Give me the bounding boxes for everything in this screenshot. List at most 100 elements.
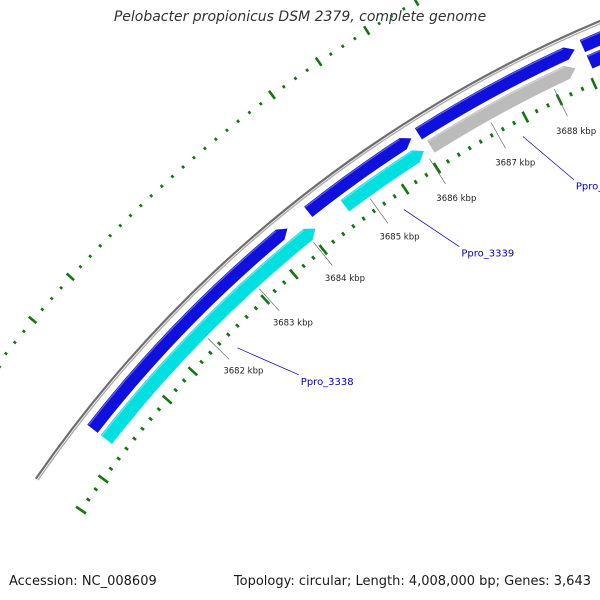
gc-skew-tick bbox=[267, 90, 276, 100]
gc-content-tick bbox=[392, 193, 397, 199]
gc-content-tick bbox=[445, 158, 451, 164]
gc-content-tick bbox=[568, 91, 573, 97]
gc-skew-tick bbox=[314, 56, 323, 67]
gc-content-tick bbox=[148, 416, 153, 422]
gc-content-tick bbox=[93, 487, 99, 492]
gc-skew-tick bbox=[98, 243, 103, 248]
forward-gene-highlight bbox=[415, 48, 564, 130]
gc-skew-tick bbox=[12, 340, 17, 345]
gc-content-tick bbox=[181, 378, 187, 383]
gc-skew-tick bbox=[362, 25, 371, 36]
reverse-gene bbox=[99, 227, 317, 446]
kbp-tick-label: 3687 kbp bbox=[495, 159, 535, 169]
gc-content-tick bbox=[140, 426, 145, 432]
gene-labels: Ppro_3338Ppro_3339Ppro_3340Ppro_3341Ppro… bbox=[237, 136, 600, 388]
gene-label-leader bbox=[403, 209, 460, 247]
genome-title: Pelobacter propionicus DSM 2379, complet… bbox=[113, 9, 487, 25]
gc-content-tick bbox=[208, 350, 213, 356]
gc-skew-tick bbox=[40, 307, 45, 312]
genome-backbone bbox=[34, 19, 600, 481]
gc-content-tick bbox=[361, 216, 366, 221]
kbp-tick-line bbox=[207, 338, 230, 360]
gc-skew-tick bbox=[213, 137, 218, 142]
forward-gene bbox=[578, 30, 600, 54]
kbp-tick-line bbox=[490, 121, 506, 149]
reverse-strand-genes bbox=[99, 48, 600, 446]
gc-skew-tick bbox=[159, 184, 164, 189]
kbp-tick-label: 3683 kbp bbox=[273, 319, 313, 329]
gc-skew-tick bbox=[49, 296, 54, 301]
gc-content-tick bbox=[382, 201, 387, 207]
gc-skew-tick bbox=[21, 329, 26, 334]
forward-gene-highlight bbox=[88, 230, 277, 426]
gc-content-tick bbox=[216, 341, 222, 346]
gc-skew-tick bbox=[3, 351, 8, 356]
gc-content-tick bbox=[400, 183, 410, 195]
gc-skew-tick bbox=[305, 68, 310, 73]
gc-content-tick bbox=[244, 314, 249, 320]
gc-skew-tick bbox=[65, 272, 75, 282]
gc-content-tick bbox=[301, 263, 306, 269]
gc-skew-tick bbox=[247, 110, 252, 115]
gc-content-tick bbox=[521, 111, 530, 123]
gc-skew-tick bbox=[181, 165, 186, 170]
kbp-tick-line bbox=[259, 288, 280, 312]
gc-skew-tick bbox=[0, 365, 2, 369]
gc-content-tick bbox=[590, 77, 598, 90]
gc-content-tick bbox=[199, 359, 204, 365]
gc-skew-tick bbox=[118, 223, 123, 228]
backbone-shadow bbox=[37, 23, 600, 481]
gc-skew-tick bbox=[191, 155, 196, 160]
reverse-gene-highlight bbox=[427, 66, 564, 142]
gc-content-tick bbox=[371, 208, 377, 214]
reverse-gene-highlight bbox=[101, 229, 304, 436]
gc-content-tick bbox=[311, 255, 316, 261]
gc-content-tick bbox=[478, 139, 483, 145]
gc-skew-tick bbox=[328, 52, 333, 57]
gc-skew-tick bbox=[377, 21, 382, 26]
forward-strand-genes bbox=[86, 30, 600, 434]
gc-content-inner-ring bbox=[75, 77, 598, 515]
gc-skew-tick bbox=[293, 76, 298, 81]
kbp-tick-line bbox=[429, 158, 446, 185]
forward-gene-highlight bbox=[305, 139, 400, 208]
gene-label-leader bbox=[522, 136, 575, 180]
gene-label: Ppro_3339 bbox=[461, 249, 514, 260]
gc-skew-tick bbox=[281, 84, 286, 89]
gc-skew-tick bbox=[401, 6, 406, 11]
gc-content-tick bbox=[173, 387, 178, 393]
gc-content-tick bbox=[534, 108, 539, 114]
gc-content-tick bbox=[500, 126, 505, 132]
gc-skew-outer-ring bbox=[0, 0, 420, 369]
reverse-gene bbox=[339, 149, 425, 213]
gc-skew-tick bbox=[27, 315, 38, 325]
forward-gene-highlight bbox=[580, 31, 600, 42]
gc-content-tick bbox=[187, 366, 199, 377]
gc-content-tick bbox=[85, 497, 91, 502]
kbp-tick-label: 3686 kbp bbox=[436, 194, 476, 204]
gc-content-tick bbox=[156, 406, 162, 412]
gc-skew-tick bbox=[59, 285, 64, 290]
kbp-tick-line bbox=[553, 88, 568, 117]
gc-content-tick bbox=[108, 466, 114, 472]
gc-skew-tick bbox=[108, 233, 113, 238]
gc-content-tick bbox=[225, 332, 231, 337]
gc-content-tick bbox=[424, 172, 429, 178]
gc-content-tick bbox=[456, 152, 461, 158]
gene-label: Ppro_3340 bbox=[576, 182, 600, 193]
gc-skew-tick bbox=[352, 36, 357, 41]
kbp-tick-label: 3684 kbp bbox=[325, 274, 365, 284]
gc-skew-tick bbox=[202, 146, 207, 151]
gc-content-tick bbox=[260, 294, 271, 305]
kbp-tick-line bbox=[370, 198, 389, 224]
gc-skew-tick bbox=[236, 119, 241, 124]
gc-content-tick bbox=[272, 288, 277, 294]
kbp-tick-label: 3682 kbp bbox=[223, 366, 263, 376]
gc-content-tick bbox=[341, 231, 346, 237]
accession-label: Accession: NC_008609 bbox=[9, 574, 157, 589]
reverse-gene-highlight bbox=[587, 50, 600, 57]
gc-skew-tick bbox=[149, 193, 154, 198]
gc-content-tick bbox=[75, 505, 87, 515]
gc-content-tick bbox=[161, 394, 173, 405]
